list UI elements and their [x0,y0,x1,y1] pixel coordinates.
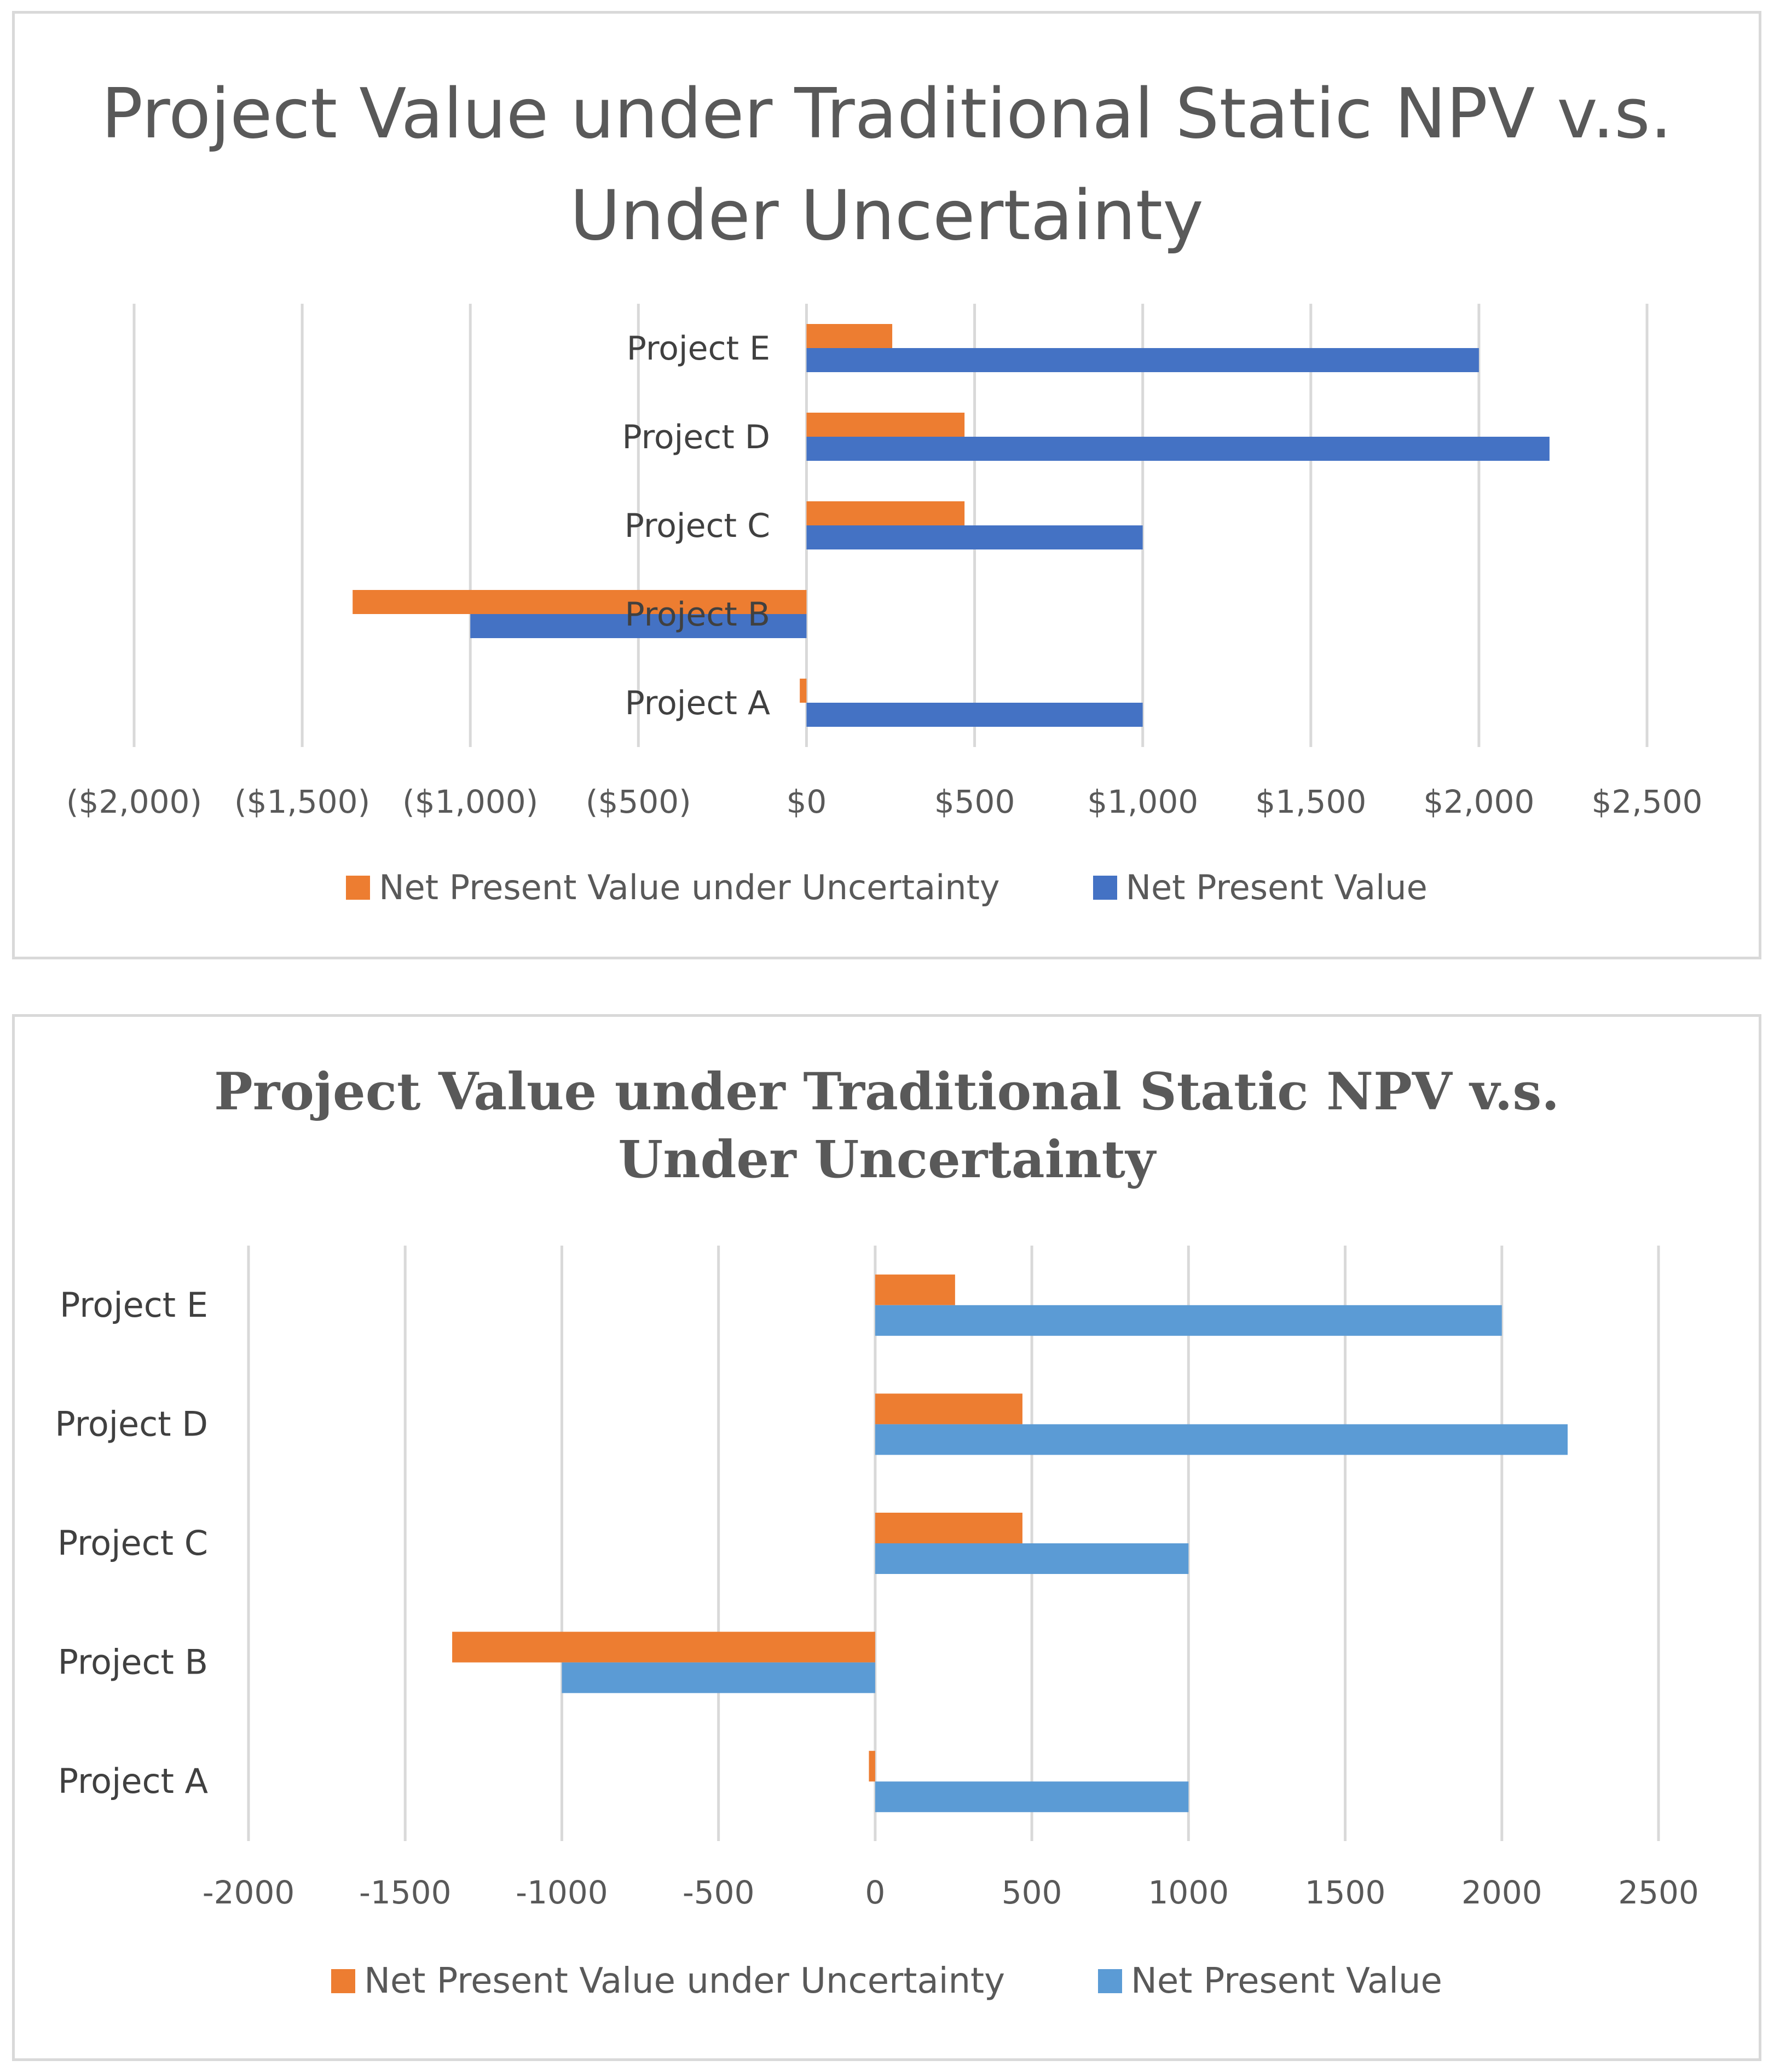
legend-item-uncertainty: Net Present Value under Uncertainty [331,1961,1005,2001]
x-tick-label: $1,000 [1087,783,1198,820]
category-label: Project C [57,1523,208,1563]
bar-npv-uncertainty-project-b [353,590,807,614]
bar-npv-uncertainty-project-a [869,1751,875,1782]
category-label: Project A [625,684,770,722]
legend-item-uncertainty: Net Present Value under Uncertainty [346,867,1000,907]
x-tick-label: 500 [1002,1874,1062,1911]
category-label: Project E [60,1285,208,1325]
bar-npv-uncertainty-project-d [806,413,965,437]
x-tick-label: $1,500 [1255,783,1366,820]
legend-label: Net Present Value under Uncertainty [364,1961,1006,2001]
bar-npv-project-b [470,614,807,638]
category-label: Project C [625,507,770,545]
legend-swatch-orange [331,1969,356,1993]
bar-npv-project-c [806,525,1143,549]
x-tick-label: 2500 [1618,1874,1699,1911]
x-tick-label: $0 [787,783,827,820]
bar-npv-uncertainty-project-d [875,1393,1022,1425]
category-label: Project D [55,1404,208,1444]
bar-npv-uncertainty-project-e [806,324,893,348]
bar-npv-project-d [806,437,1550,461]
category-label: Project E [627,329,770,368]
x-tick-label: -500 [683,1874,755,1911]
x-tick-label: $2,500 [1592,783,1703,820]
bar-npv-uncertainty-project-c [806,501,965,525]
x-tick-label: 0 [865,1874,885,1911]
legend-swatch-blue [1098,1969,1123,1993]
x-tick-label: 1000 [1148,1874,1229,1911]
bar-chart-bottom: Project A Project B Project C Project D Proj… [55,1246,1699,1911]
category-label: Project B [58,1642,208,1682]
chart-title: Project Value under Traditional Static N… [214,1062,1559,1190]
bar-npv-project-a [806,703,1143,727]
bar-npv-uncertainty-project-b [452,1631,875,1663]
legend-label: Net Present Value under Uncertainty [379,867,1000,907]
legend-swatch-orange [346,875,371,900]
x-tick-label: $2,000 [1423,783,1534,820]
legend-item-npv: Net Present Value [1093,867,1428,907]
category-label: Project D [622,418,770,456]
x-tick-label: $500 [934,783,1015,820]
bar-npv-project-c [875,1543,1189,1574]
x-tick-label: ($1,000) [402,783,538,820]
legend-swatch-blue [1093,875,1117,900]
x-tick-label: -1000 [516,1874,608,1911]
bar-npv-project-a [875,1781,1189,1813]
category-label: Project B [625,595,770,634]
x-tick-label: 2000 [1461,1874,1542,1911]
x-tick-label: ($1,500) [234,783,370,820]
category-label: Project A [58,1761,208,1801]
bar-chart-top: Project A Project B Project C Project D Proj… [66,304,1703,820]
bar-npv-uncertainty-project-a [800,679,807,703]
x-tick-label: ($2,000) [66,783,202,820]
x-tick-label: ($500) [586,783,691,820]
bar-npv-project-e [875,1305,1502,1336]
chart-legend: Net Present Value under Uncertainty Net … [15,867,1759,907]
x-tick-label: 1500 [1305,1874,1386,1911]
bar-npv-uncertainty-project-e [875,1274,955,1305]
legend-item-npv: Net Present Value [1098,1961,1442,2001]
legend-label: Net Present Value [1131,1961,1442,2001]
chart-panel-bottom: Project Value under Traditional Static N… [12,1014,1761,2061]
chart-legend: Net Present Value under Uncertainty Net … [15,1961,1759,2001]
bar-npv-project-b [562,1662,875,1693]
x-tick-label: -1500 [359,1874,452,1911]
chart-panel-top: Project Value under Traditional Static N… [12,11,1761,959]
chart-title: Project Value under Traditional Static N… [101,73,1672,256]
x-tick-label: -2000 [203,1874,295,1911]
legend-label: Net Present Value [1125,867,1428,907]
bar-npv-project-d [875,1424,1568,1455]
bar-npv-uncertainty-project-c [875,1513,1022,1543]
bar-npv-project-e [806,348,1479,372]
